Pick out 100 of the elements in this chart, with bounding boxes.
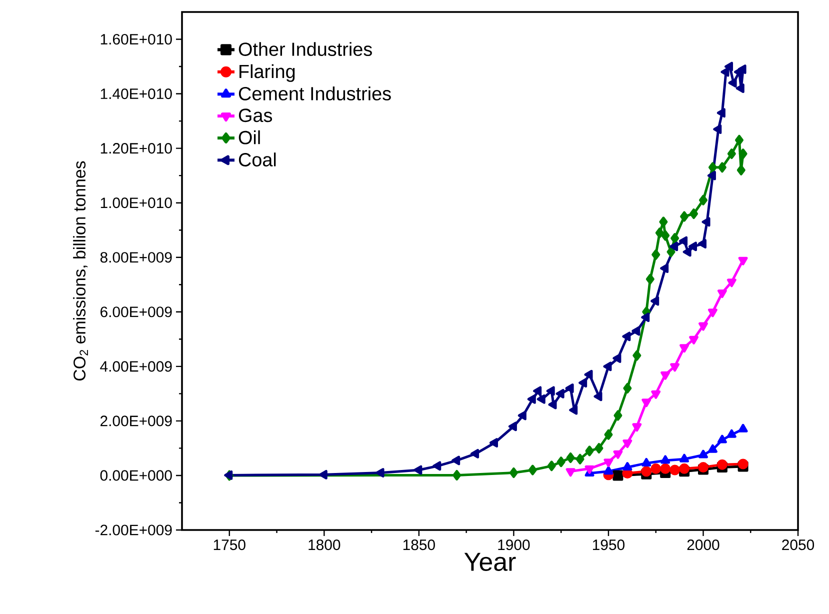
legend-label: Gas xyxy=(238,108,272,122)
point xyxy=(702,217,710,227)
y-tick-label: 8.00E+009 xyxy=(100,252,172,263)
point xyxy=(376,468,384,478)
point xyxy=(717,434,727,444)
point xyxy=(698,194,708,206)
point xyxy=(707,170,716,180)
point xyxy=(641,312,650,322)
point xyxy=(556,456,566,468)
point xyxy=(738,64,746,74)
point xyxy=(470,448,480,458)
point xyxy=(738,256,748,266)
point xyxy=(670,464,680,476)
x-tick-label: 2000 xyxy=(687,540,720,550)
point xyxy=(632,326,640,336)
point xyxy=(718,162,726,173)
point xyxy=(536,394,546,404)
point xyxy=(661,230,670,241)
point xyxy=(679,236,688,246)
point xyxy=(650,463,662,474)
point xyxy=(632,350,642,361)
point xyxy=(708,308,718,318)
point xyxy=(612,470,624,481)
point xyxy=(659,216,668,228)
point xyxy=(708,444,718,453)
point xyxy=(452,456,460,466)
point xyxy=(651,390,661,399)
point xyxy=(566,468,576,477)
point xyxy=(698,322,708,331)
point xyxy=(556,388,564,398)
point xyxy=(508,422,517,432)
point xyxy=(547,460,556,472)
point xyxy=(655,228,664,238)
x-tick-label: 2050 xyxy=(782,540,814,550)
point xyxy=(584,465,594,474)
point xyxy=(566,452,575,464)
point xyxy=(414,465,422,475)
point xyxy=(708,162,717,173)
x-tick-label: 1900 xyxy=(498,540,530,550)
point xyxy=(698,239,706,248)
point xyxy=(660,463,671,474)
point xyxy=(576,454,584,464)
point xyxy=(612,354,622,363)
point xyxy=(679,463,690,474)
y-tick-label: 4.00E+009 xyxy=(100,361,172,372)
point xyxy=(713,124,722,134)
legend-label: Oil xyxy=(238,130,260,144)
y-tick-label: 0.00E+000 xyxy=(100,470,172,481)
legend-label: Cement Industries xyxy=(238,86,391,100)
y-tick-label: 6.00E+009 xyxy=(100,306,172,318)
y-tick-label: -2.00E+009 xyxy=(95,524,172,536)
point xyxy=(646,274,654,284)
point xyxy=(735,134,744,146)
point xyxy=(622,332,631,342)
point xyxy=(660,264,669,273)
point xyxy=(528,464,537,476)
point xyxy=(690,208,698,219)
point xyxy=(680,344,689,353)
y-axis-title: CO$_{2}$ emissions, billion tonnes xyxy=(73,161,88,381)
point xyxy=(604,458,614,468)
point xyxy=(533,386,542,396)
point xyxy=(632,423,642,432)
point xyxy=(594,442,604,454)
x-tick-label: 1750 xyxy=(214,540,246,550)
x-tick-label: 1950 xyxy=(592,540,624,550)
point xyxy=(716,459,728,470)
legend-label: Flaring xyxy=(240,64,295,82)
point xyxy=(604,466,614,475)
point xyxy=(736,164,746,176)
y-tick-label: 1.40E+010 xyxy=(100,88,172,100)
point xyxy=(604,429,613,440)
point xyxy=(527,394,536,404)
point xyxy=(318,470,328,480)
x-axis-title: Year xyxy=(464,552,516,572)
point xyxy=(432,461,442,471)
point xyxy=(738,458,748,470)
y-tick-label: 1.00E+010 xyxy=(100,198,172,208)
point xyxy=(682,247,692,257)
point xyxy=(660,371,670,380)
point xyxy=(614,410,622,421)
point xyxy=(670,233,680,244)
point xyxy=(650,296,660,306)
point xyxy=(546,386,555,396)
point xyxy=(642,458,652,466)
point xyxy=(726,278,736,288)
point xyxy=(585,446,594,456)
point xyxy=(738,424,748,432)
point xyxy=(623,382,632,394)
point xyxy=(622,440,632,448)
point xyxy=(518,410,526,420)
point xyxy=(452,470,462,480)
point xyxy=(548,400,557,410)
point xyxy=(578,378,588,388)
point xyxy=(670,242,678,252)
point xyxy=(716,108,726,118)
point xyxy=(698,450,708,458)
point xyxy=(622,462,632,471)
point xyxy=(688,242,698,252)
point xyxy=(670,363,680,372)
y-tick-label: 1.60E+010 xyxy=(100,34,172,45)
